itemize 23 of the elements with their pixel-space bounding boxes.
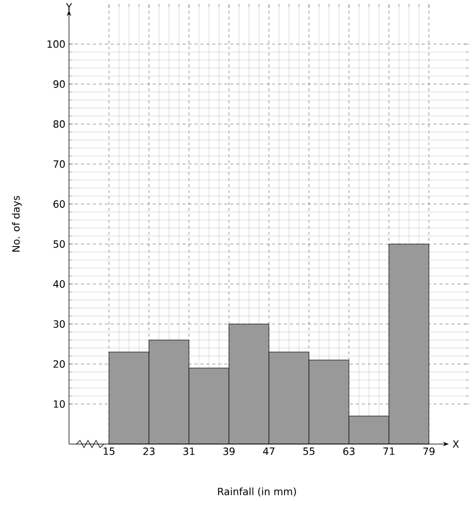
y-tick-label: 40	[53, 280, 65, 288]
x-tick-label: 79	[423, 448, 435, 456]
x-tick-label: 23	[143, 448, 155, 456]
x-tick-label: 31	[183, 448, 194, 456]
x-tick-label: 63	[343, 448, 355, 456]
y-tick-label: 90	[53, 80, 65, 88]
y-tick-label: 70	[54, 160, 65, 168]
x-tick-label: 55	[303, 448, 314, 455]
x-tick-label: 71	[383, 448, 394, 455]
y-tick-label: 50	[54, 240, 65, 248]
x-axis-title: Rainfall (in mm)	[218, 488, 296, 496]
x-tick-label: 39	[223, 448, 235, 456]
annotation: Y	[66, 3, 72, 11]
annotation: X	[452, 440, 459, 448]
y-tick-label: 60	[54, 200, 65, 208]
y-tick-label: 10	[54, 400, 65, 408]
y-tick-label: 20	[54, 360, 65, 368]
x-tick-label: 47	[263, 448, 274, 455]
y-tick-label: 100	[48, 40, 65, 48]
y-axis-title: No. of days	[12, 196, 22, 252]
x-tick-label: 15	[104, 448, 114, 455]
y-tick-label: 30	[54, 320, 65, 328]
y-tick-label: 80	[54, 120, 65, 128]
